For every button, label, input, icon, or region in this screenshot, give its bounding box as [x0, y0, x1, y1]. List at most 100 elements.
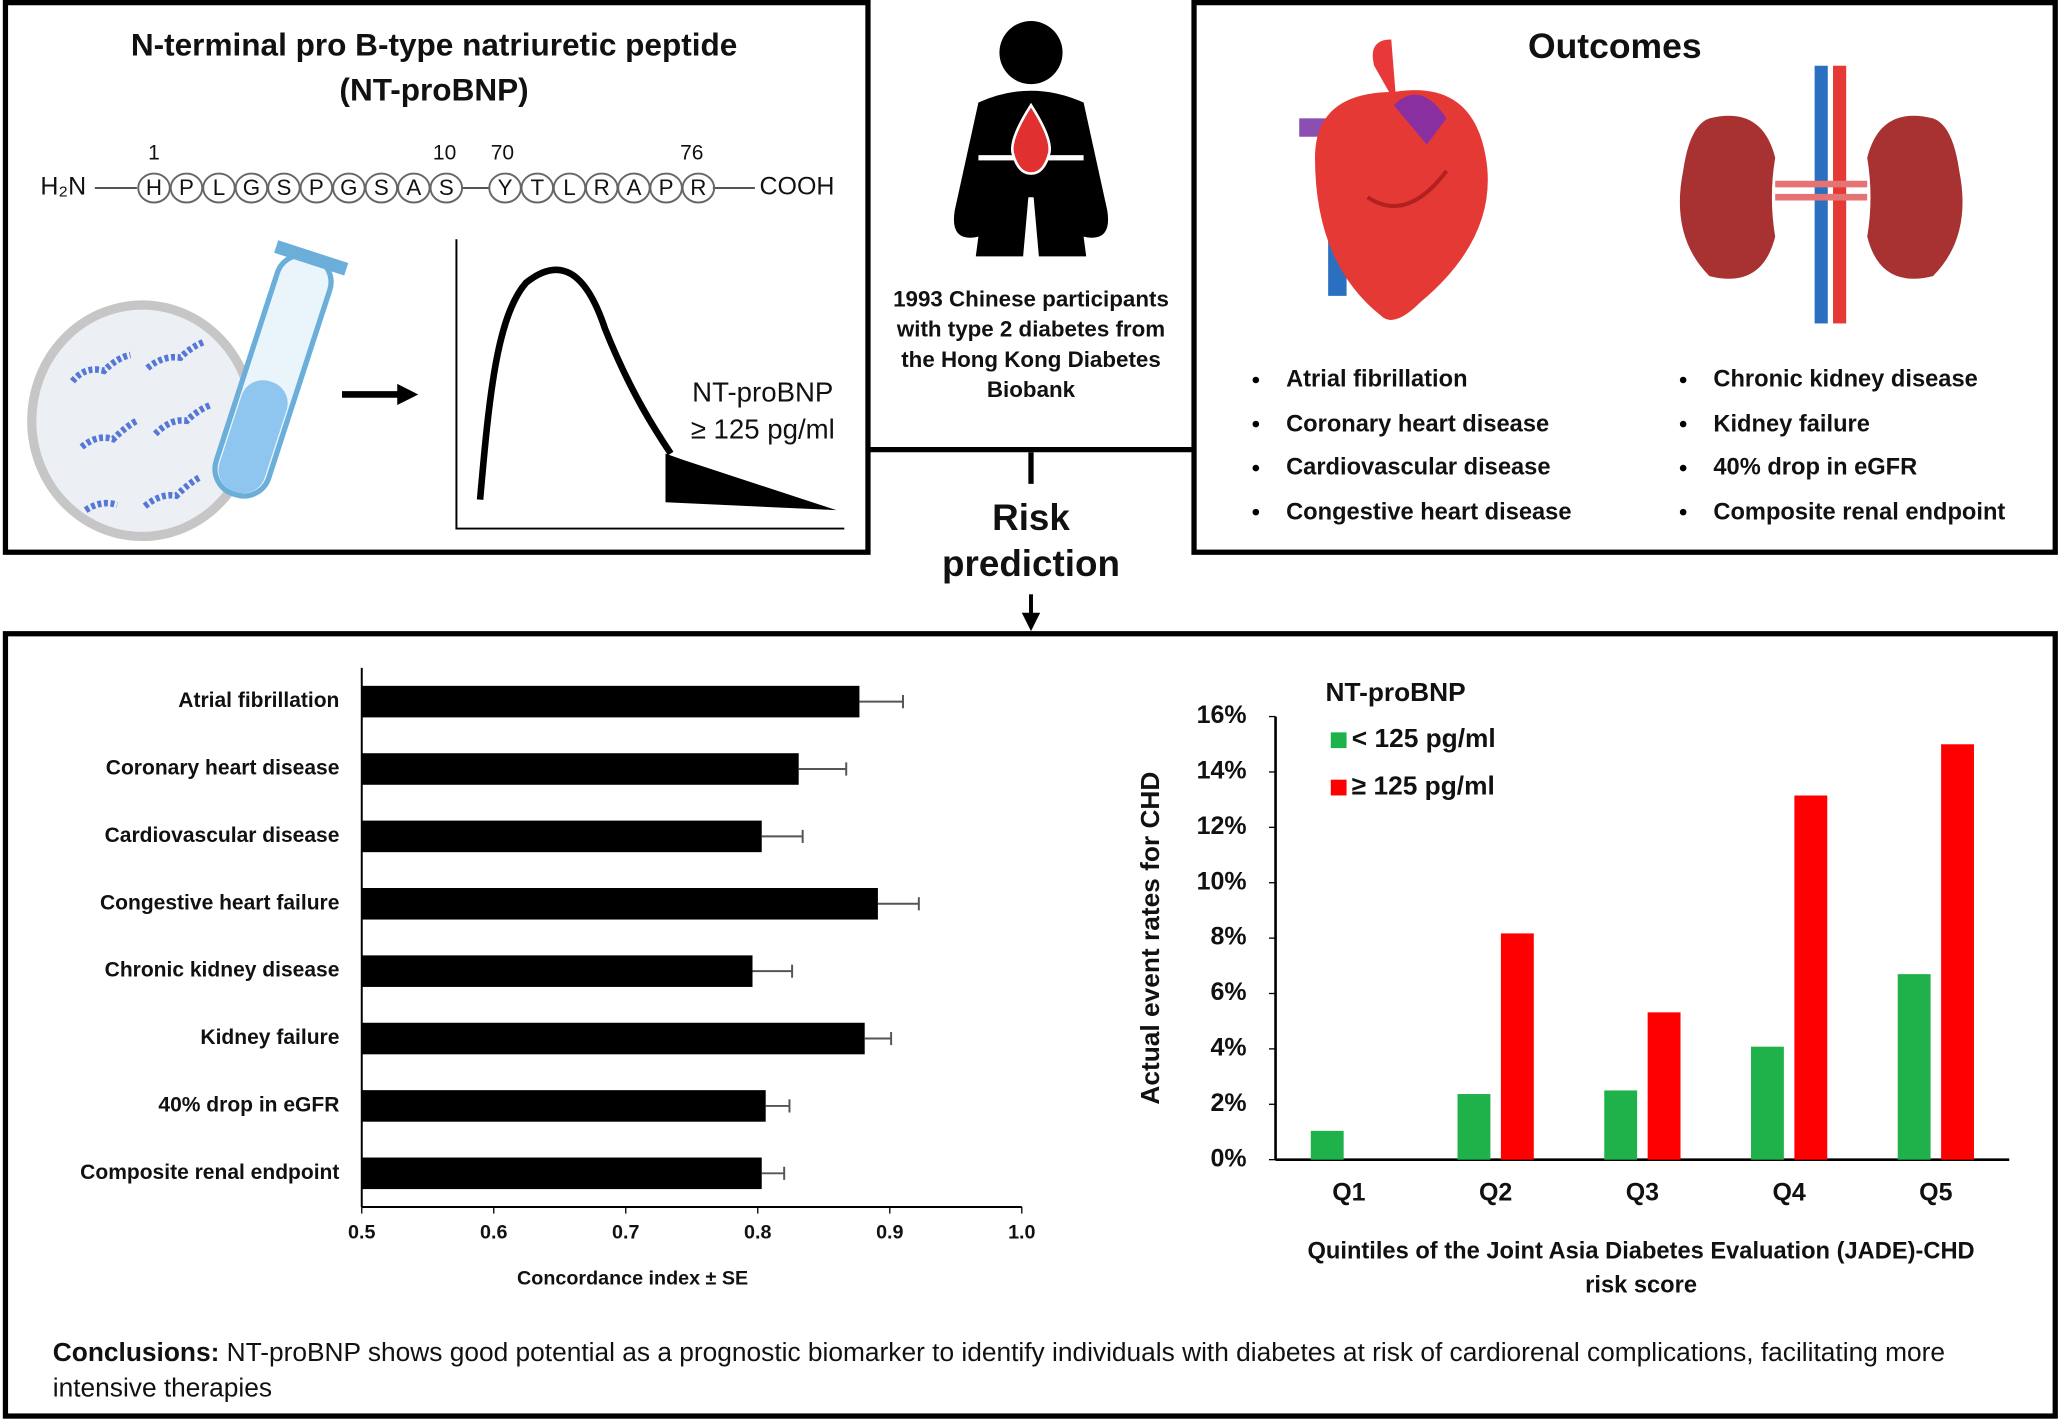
bar: [1310, 1130, 1344, 1160]
residue: R: [690, 175, 706, 200]
y-tick-label: Chronic kidney disease: [105, 959, 340, 982]
legend-label: ≥ 125 pg/ml: [1352, 771, 1495, 801]
outcome-item-box: Atrial fibrillation: [1286, 365, 1468, 392]
threshold: ≥ 125 pg/ml: [691, 414, 835, 445]
bar: [1457, 1094, 1491, 1160]
bar: [1750, 1046, 1784, 1160]
outcome-item: Coronary heart disease: [1286, 409, 1550, 436]
risk-label: Risk prediction: [942, 497, 1120, 584]
residue: S: [276, 175, 291, 200]
heart-icon: [1299, 39, 1488, 320]
legend-label: < 125 pg/ml: [1352, 723, 1496, 753]
residue: L: [563, 175, 575, 200]
y-tick-label: 8%: [1211, 923, 1247, 951]
y-tick-label: Congestive heart failure: [100, 891, 339, 914]
bullet: [1252, 464, 1260, 472]
distribution-axes: [455, 239, 845, 530]
bar: [1897, 974, 1931, 1160]
bar: [361, 685, 860, 718]
threshold-name: NT-proBNP: [692, 377, 833, 408]
x-tick-label: Q4: [1772, 1178, 1805, 1206]
peptide-title: N-terminal pro B-type natriuretic peptid…: [131, 27, 737, 63]
x-axis-label: Quintiles of the Joint Asia Diabetes Eva…: [1307, 1237, 1975, 1298]
conclusions-text: NT-proBNP shows good potential as a prog…: [52, 1338, 1946, 1403]
risk-box: Risk prediction: [942, 497, 1120, 584]
x-tick-label: 0.7: [612, 1221, 639, 1243]
residue: Y: [498, 175, 513, 200]
residue: H: [146, 175, 162, 200]
residue-number: 1: [148, 141, 160, 164]
results-panel: [2, 631, 2058, 1419]
concordance-chart: 0.5 0.6 0.7 0.8 0.9 1.0 Concordance index ± SE…: [80, 667, 1036, 1290]
x-axis-label: Concordance index ± SE: [517, 1268, 748, 1290]
error-bar: [752, 964, 794, 978]
peptide-panel: [2, 0, 871, 555]
population-box: 1993 Chinese participants with type 2 di…: [893, 287, 1169, 403]
outcomes-title: Outcomes: [1528, 26, 1702, 66]
y-tick-label: Coronary heart disease: [106, 757, 340, 780]
bar: [1647, 1012, 1681, 1160]
x-tick-label: 0.6: [480, 1221, 507, 1243]
n-terminus: H₂N: [40, 173, 86, 201]
y-tick-label: 10%: [1197, 867, 1247, 895]
bar: [361, 887, 878, 920]
residue: P: [179, 175, 194, 200]
residue-number: 76: [680, 141, 703, 164]
bar: [1794, 795, 1828, 1160]
bullet: [1679, 420, 1687, 428]
outcome-lists: Atrial fibrillation Coronary heart diseas…: [1252, 365, 2006, 524]
y-tick-label: 12%: [1197, 812, 1247, 840]
outcome-item: Atrial fibrillation: [1286, 365, 1468, 392]
y-tick-label: 0%: [1211, 1144, 1247, 1172]
y-tick-label: Composite renal endpoint: [80, 1161, 339, 1184]
outcome-item-box: Coronary heart disease: [1286, 409, 1550, 436]
error-bar: [877, 897, 920, 911]
residue: A: [406, 175, 421, 200]
bar: [361, 1090, 766, 1122]
residue: T: [530, 175, 544, 200]
y-tick-label: 40% drop in eGFR: [158, 1093, 339, 1116]
residue-number: 10: [433, 141, 456, 164]
error-bar: [761, 829, 804, 843]
outcome-item: Congestive heart disease: [1286, 497, 1572, 524]
bar: [361, 955, 753, 987]
residue: G: [243, 175, 260, 200]
x-tick-label: 0.8: [744, 1221, 771, 1243]
outcomes-panel: [1191, 0, 2058, 555]
conclusions-box: Conclusions: NT-proBNP shows good potent…: [52, 1338, 1946, 1403]
residue: S: [439, 175, 454, 200]
outcome-item-box: 40% drop in eGFR: [1713, 454, 1917, 480]
y-tick-label: 6%: [1211, 978, 1247, 1006]
kidney-icon: [1679, 65, 1963, 324]
y-axis-label: Actual event rates for CHD: [1135, 772, 1165, 1105]
outcome-item: Composite renal endpoint: [1713, 497, 2006, 524]
residue: A: [626, 175, 641, 200]
residue: P: [309, 175, 324, 200]
bar: [361, 753, 799, 785]
bullet: [1679, 376, 1687, 384]
residue: S: [374, 175, 389, 200]
outcome-item-box: Cardiovascular disease: [1286, 453, 1551, 480]
residue-circle: [681, 172, 716, 204]
bullet: [1252, 420, 1260, 428]
x-tick-label: Q2: [1479, 1178, 1512, 1206]
error-bar: [761, 1166, 786, 1180]
y-tick-label: Atrial fibrillation: [178, 689, 339, 712]
bar: [361, 1022, 865, 1055]
outcome-item-box: Kidney failure: [1713, 410, 1870, 436]
x-tick-label: 0.9: [876, 1221, 903, 1243]
peptide-abbrev: (NT-proBNP): [339, 71, 528, 107]
x-tick-label: Q3: [1626, 1178, 1659, 1206]
c-terminus: COOH: [760, 173, 835, 201]
residue: G: [340, 175, 357, 200]
error-bar: [765, 1099, 791, 1113]
arrow-head: [1021, 612, 1041, 632]
y-tick-label: Kidney failure: [200, 1026, 339, 1049]
x-tick-label: 1.0: [1008, 1221, 1035, 1243]
error-bar: [859, 695, 904, 709]
error-bar: [798, 762, 848, 776]
bar: [1941, 744, 1974, 1160]
legend-title: NT-proBNP: [1326, 677, 1466, 707]
outcome-item: Cardiovascular disease: [1286, 453, 1551, 480]
